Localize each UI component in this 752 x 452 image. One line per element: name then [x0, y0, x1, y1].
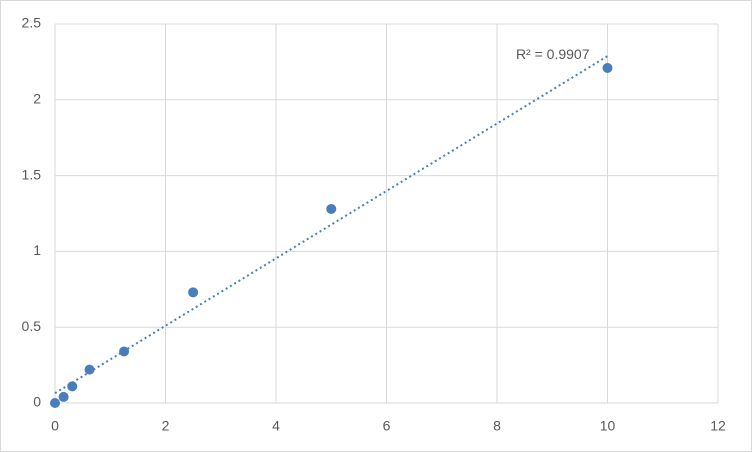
- x-tick-label: 0: [51, 418, 59, 434]
- trendline-label: R² = 0.9907: [516, 46, 590, 62]
- data-point: [326, 203, 337, 214]
- data-point: [50, 398, 60, 408]
- y-tick-label: 0: [33, 394, 41, 410]
- y-tick-label: 0.5: [22, 318, 42, 334]
- data-point: [119, 346, 130, 357]
- y-tick-label: 2: [33, 91, 41, 107]
- data-point: [602, 62, 613, 73]
- x-tick-label: 6: [383, 418, 391, 434]
- x-tick-label: 8: [493, 418, 501, 434]
- data-point: [84, 364, 95, 375]
- x-tick-label: 12: [710, 418, 726, 434]
- x-tick-label: 4: [272, 418, 280, 434]
- data-point: [188, 287, 199, 298]
- data-point: [67, 381, 78, 392]
- y-tick-label: 2.5: [22, 15, 42, 31]
- x-tick-label: 2: [162, 418, 170, 434]
- data-point: [58, 391, 69, 402]
- y-tick-label: 1.5: [22, 166, 42, 182]
- x-tick-label: 10: [600, 418, 616, 434]
- y-tick-label: 1: [33, 242, 41, 258]
